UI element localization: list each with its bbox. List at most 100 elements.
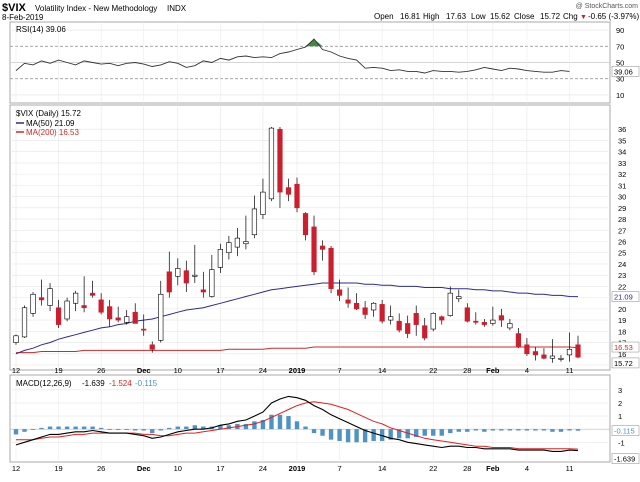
low-label: Low [471,12,486,21]
price-tick-label: 29 [618,204,626,213]
macd-histogram-bar [465,429,470,432]
candle-body [371,302,377,311]
macd-histogram-bar [90,426,95,430]
macd-legend-label: MACD(12,26,9) [16,379,72,388]
macd-histogram-bar [243,423,249,430]
price-x-tick-label: 22 [429,366,437,375]
macd-histogram-bar [541,429,547,431]
macd-histogram-bar [507,429,513,431]
candle-body [311,226,317,273]
candle-body [507,323,513,329]
candle-body [234,237,240,248]
exchange-label: INDX [167,4,187,13]
macd-histogram-bar [371,429,376,441]
price-tick-label: 26 [618,238,626,247]
macd-x-axis: 12 19 26 Dec 10 17 24 2019 7 14 22 28 Feb 4 11 [12,464,574,473]
ma200-legend: MA(200) 16.53 [26,128,79,137]
macd-tick-label: 1 [618,412,622,421]
macd-histogram-bar [362,429,368,443]
ma50-legend: MA(50) 21.09 [26,119,75,128]
candle-body [447,292,453,316]
macd-histogram-bar [260,420,266,430]
candle-body [396,320,402,331]
macd-x-tick-label: 28 [463,464,471,473]
candle-body [354,302,360,310]
candle-body [430,313,436,330]
candle-body [285,187,292,195]
rsi-panel: 10 30 50 70 90 39.06 RSI(14) 39.06 [9,21,640,104]
macd-last-value-tag: -1.639 [614,455,635,464]
macd-histogram-bar [567,429,572,431]
rsi-line [15,38,570,74]
change-down-arrow-icon: ▼ [580,14,587,21]
macd-histogram-bar [345,429,351,443]
rsi-grid [10,22,610,103]
candle-body [158,293,164,341]
macd-histogram-bar [158,429,163,431]
price-x-tick-label: 12 [12,366,20,375]
macd-histogram-bar [379,429,385,441]
macd-x-tick-label: 12 [12,464,20,473]
candle-body [464,307,470,322]
macd-signal-legend-value: -1.524 [109,379,132,388]
candle-body [200,289,206,293]
candle-body [345,299,351,304]
candle-body [532,351,539,356]
macd-panel: -1 1 2 3 -0.115 -1.639 MACD(12,26,9) -1.639 -… [9,374,640,464]
ma50-last-value-tag-box [611,291,640,302]
macd-histogram-bar [482,429,487,432]
macd-histogram-bar [431,429,436,436]
candle-body [456,296,462,300]
macd-legend-value: -1.639 [82,379,105,388]
macd-histogram-bar [22,429,27,432]
candle-body [388,316,394,321]
price-tick-label: 20 [618,305,626,314]
macd-histogram-bar [64,426,70,430]
price-x-tick-label: 26 [97,366,105,375]
macd-line [15,395,579,452]
candle-body [124,316,130,323]
price-legend-main: $VIX (Daily) 15.72 [16,109,81,118]
candle-body [192,274,198,277]
macd-histogram-bar [184,426,189,430]
candle-body [251,208,258,236]
close-value: 15.72 [540,12,561,21]
open-value: 16.81 [400,12,421,21]
macd-histogram-bar [550,429,555,432]
candle-body [541,354,547,359]
price-x-tick-label: 24 [259,366,267,375]
macd-histogram-bar [73,426,78,430]
macd-histogram-bar [133,429,138,431]
candle-body [336,289,343,296]
macd-x-tick-label: 2019 [289,464,306,473]
candle-body [107,306,113,320]
watermark: @ StockCharts.com [576,3,639,10]
macd-histogram-bar [98,427,104,430]
macd-hist-last-value-tag-box [611,425,640,436]
candle-body [302,213,309,236]
ticker-symbol: $VIX [2,2,27,14]
candle-body [294,183,300,209]
price-x-tick-label: 10 [174,366,182,375]
macd-x-tick-label: 4 [525,464,529,473]
price-tick-label: 24 [618,260,626,269]
price-grid [10,105,610,370]
macd-x-tick-label: 14 [378,464,386,473]
price-x-tick-label: Feb [486,366,500,375]
macd-x-tick-label: 24 [259,464,267,473]
macd-histogram-bar [124,429,129,430]
candle-body [319,245,326,250]
price-tick-label: 23 [618,271,626,280]
macd-last-value-tag-box [611,453,640,464]
macd-histogram-bar [56,426,61,430]
macd-histogram-bar [107,429,112,430]
low-value: 15.62 [490,12,511,21]
macd-histogram-bar [269,414,274,430]
candle-body [413,313,419,325]
macd-lines [15,395,579,452]
candle-body [21,307,28,338]
macd-histogram-bar [524,429,530,431]
macd-histogram-bar [422,429,427,436]
candle-body [566,348,573,356]
candle-body [115,317,121,321]
